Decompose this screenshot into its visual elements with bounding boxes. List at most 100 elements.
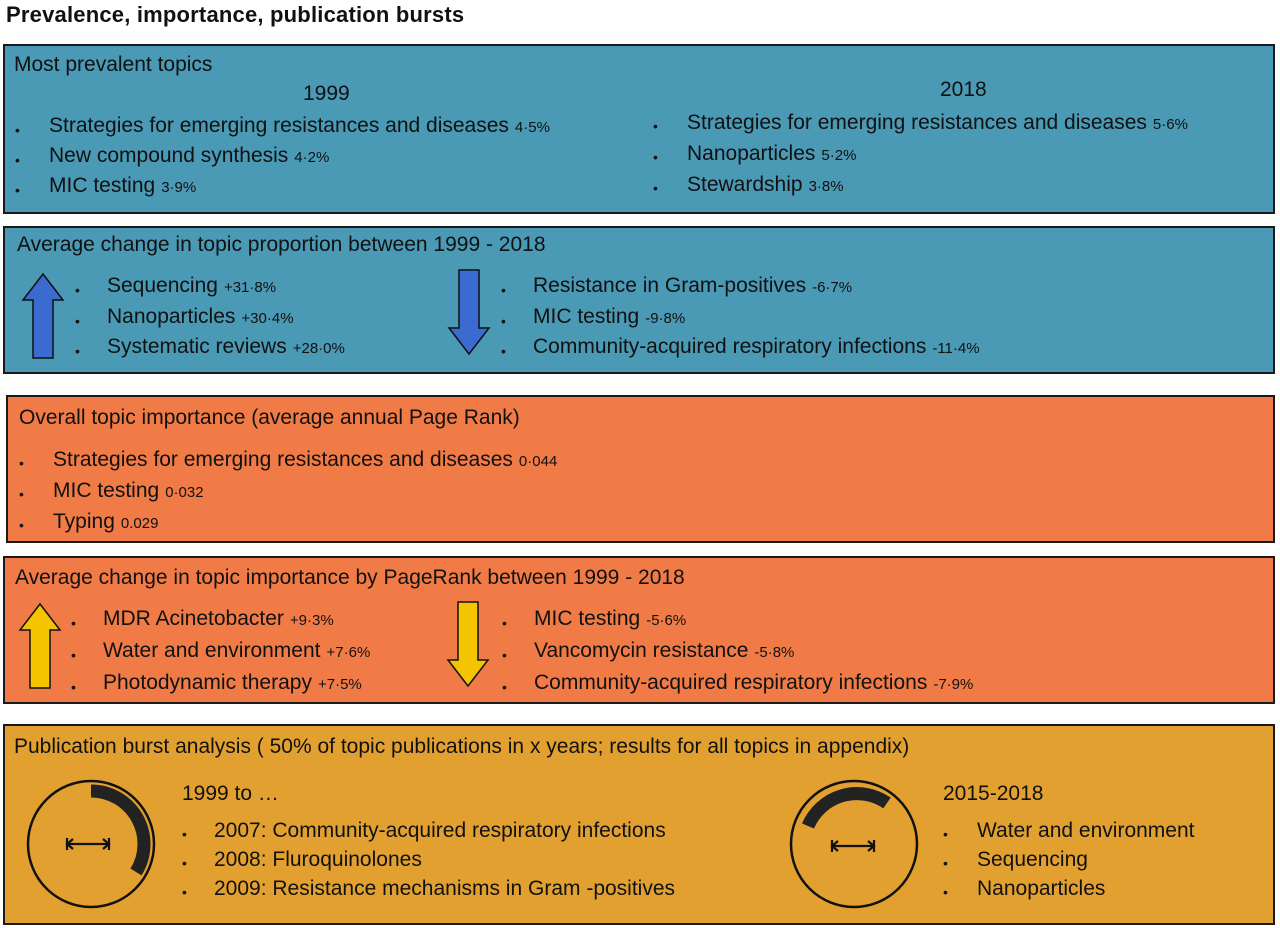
arrow-down-icon	[446, 601, 490, 688]
bullet-icon: •	[15, 152, 20, 168]
list-item: • MIC testing 3·9%	[15, 172, 550, 202]
importance-title: Overall topic importance (average annual…	[19, 406, 520, 429]
list-item: • Strategies for emerging resistances and…	[653, 108, 1188, 139]
bullet-icon: •	[501, 343, 506, 359]
list-item: • Photodynamic therapy +7·5%	[71, 668, 370, 700]
list-item: • Resistance in Gram-positives -6·7%	[501, 272, 980, 303]
bullet-icon: •	[501, 282, 506, 298]
prevalent-topics-panel: Most prevalent topics 1999 2018 • Strateg…	[3, 44, 1275, 214]
burst-analysis-title: Publication burst analysis ( 50% of topi…	[14, 735, 910, 758]
topic-value: -9·8%	[645, 309, 686, 327]
topic-value: +31·8%	[223, 279, 277, 296]
bullet-icon: •	[502, 615, 507, 631]
topic-value: -5·6%	[646, 612, 687, 629]
pagerank-change-panel: Average change in topic importance by Pa…	[3, 556, 1275, 704]
topic-value: 0·032	[165, 484, 204, 501]
pagerank-up-list: • MDR Acinetobacter +9·3% • Water and envir…	[71, 604, 370, 700]
bullet-icon: •	[75, 282, 80, 298]
topic-label: Nanoparticles	[107, 304, 236, 328]
bullet-icon: •	[653, 118, 658, 134]
bullet-icon: •	[653, 149, 658, 165]
topic-value: -5·8%	[754, 644, 795, 661]
topic-label: Community-acquired respiratory infection…	[534, 671, 928, 694]
list-item: • Systematic reviews +28·0%	[75, 333, 345, 364]
proportion-down-list: • Resistance in Gram-positives -6·7% • MIC …	[501, 272, 980, 364]
list-item: • Strategies for emerging resistances and…	[19, 445, 557, 476]
pagerank-change-title: Average change in topic importance by Pa…	[15, 566, 685, 589]
year-1999-heading: 1999	[303, 82, 350, 105]
topic-label: Vancomycin resistance	[534, 639, 749, 662]
topic-label: Typing	[53, 510, 115, 533]
topic-value: 3·8%	[808, 178, 844, 195]
topic-value: 5·2%	[821, 147, 857, 164]
list-item: • Strategies for emerging resistances and…	[15, 112, 550, 142]
topic-label: Resistance in Gram-positives	[533, 274, 807, 297]
arrow-down-icon	[447, 269, 491, 356]
topic-label: 2008: Fluroquinolones	[214, 848, 422, 871]
topic-label: Nanoparticles	[687, 142, 816, 165]
topic-label: MIC testing	[534, 607, 641, 630]
list-item: • Typing 0.029	[19, 507, 557, 538]
bullet-icon: •	[19, 517, 24, 533]
topic-value: 0.029	[120, 515, 159, 532]
topic-value: -7·9%	[933, 676, 974, 693]
list-item: • Sequencing	[943, 845, 1195, 874]
bullet-icon: •	[501, 312, 506, 329]
topic-label: Strategies for emerging resistances and …	[49, 114, 509, 137]
topic-value: -11·4%	[932, 340, 980, 357]
topic-label: Water and environment	[977, 819, 1195, 842]
topic-label: Strategies for emerging resistances and …	[687, 111, 1147, 134]
list-item: • MIC testing -5·6%	[502, 604, 973, 636]
year-2018-heading: 2018	[940, 78, 987, 101]
burst-left-heading: 1999 to …	[182, 782, 279, 805]
bullet-icon: •	[15, 122, 20, 138]
bullet-icon: •	[182, 884, 187, 900]
list-item: • 2007: Community-acquired respiratory in…	[182, 816, 675, 845]
topic-label: Nanoparticles	[977, 877, 1106, 900]
list-item: • MIC testing 0·032	[19, 476, 557, 507]
bullet-icon: •	[19, 455, 24, 471]
topic-value: 4·5%	[514, 119, 550, 136]
topic-label: MIC testing	[533, 304, 640, 328]
bullet-icon: •	[653, 180, 658, 196]
bullet-icon: •	[75, 343, 80, 359]
burst-analysis-panel: Publication burst analysis ( 50% of topi…	[3, 724, 1275, 925]
topic-value: 4·2%	[294, 149, 330, 166]
list-item: • Nanoparticles +30·4%	[75, 303, 345, 334]
topic-value: +28·0%	[292, 340, 345, 357]
topic-value: +7·5%	[317, 676, 362, 693]
bullet-icon: •	[71, 679, 76, 695]
arrow-up-icon	[18, 602, 62, 689]
pagerank-down-list: • MIC testing -5·6% • Vancomycin resistance…	[502, 604, 973, 700]
list-item: • MIC testing -9·8%	[501, 303, 980, 334]
list-item: • Vancomycin resistance -5·8%	[502, 636, 973, 668]
burst-clock-icon	[26, 779, 156, 909]
prevalent-2018-list: • Strategies for emerging resistances and…	[653, 108, 1188, 201]
prevalent-1999-list: • Strategies for emerging resistances and…	[15, 112, 550, 202]
topic-label: Community-acquired respiratory infection…	[533, 335, 927, 358]
list-item: • 2008: Fluroquinolones	[182, 845, 675, 874]
proportion-up-list: • Sequencing +31·8% • Nanoparticles +30·4% •…	[75, 272, 345, 364]
topic-value: -6·7%	[812, 279, 853, 296]
topic-label: MDR Acinetobacter	[103, 607, 284, 630]
burst-clock-icon	[789, 779, 919, 909]
burst-right-heading: 2015-2018	[943, 782, 1044, 805]
importance-list: • Strategies for emerging resistances and…	[19, 445, 557, 538]
topic-value: 3·9%	[161, 179, 197, 196]
bullet-icon: •	[71, 615, 76, 631]
topic-label: MIC testing	[53, 479, 160, 502]
topic-value: 5·6%	[1152, 116, 1188, 133]
topic-label: Water and environment	[103, 639, 321, 662]
topic-label: Sequencing	[977, 848, 1088, 871]
list-item: • Water and environment	[943, 816, 1195, 845]
topic-value: +9·3%	[289, 612, 334, 629]
bullet-icon: •	[19, 486, 24, 502]
burst-right-list: • Water and environment • Sequencing • Nano…	[943, 816, 1195, 903]
bullet-icon: •	[71, 647, 76, 663]
list-item: • Stewardship 3·8%	[653, 170, 1188, 201]
list-item: • New compound synthesis 4·2%	[15, 142, 550, 172]
list-item: • Community-acquired respiratory infectio…	[502, 668, 973, 700]
prevalent-topics-title: Most prevalent topics	[14, 53, 213, 76]
list-item: • Nanoparticles 5·2%	[653, 139, 1188, 170]
topic-label: Sequencing	[107, 274, 218, 297]
